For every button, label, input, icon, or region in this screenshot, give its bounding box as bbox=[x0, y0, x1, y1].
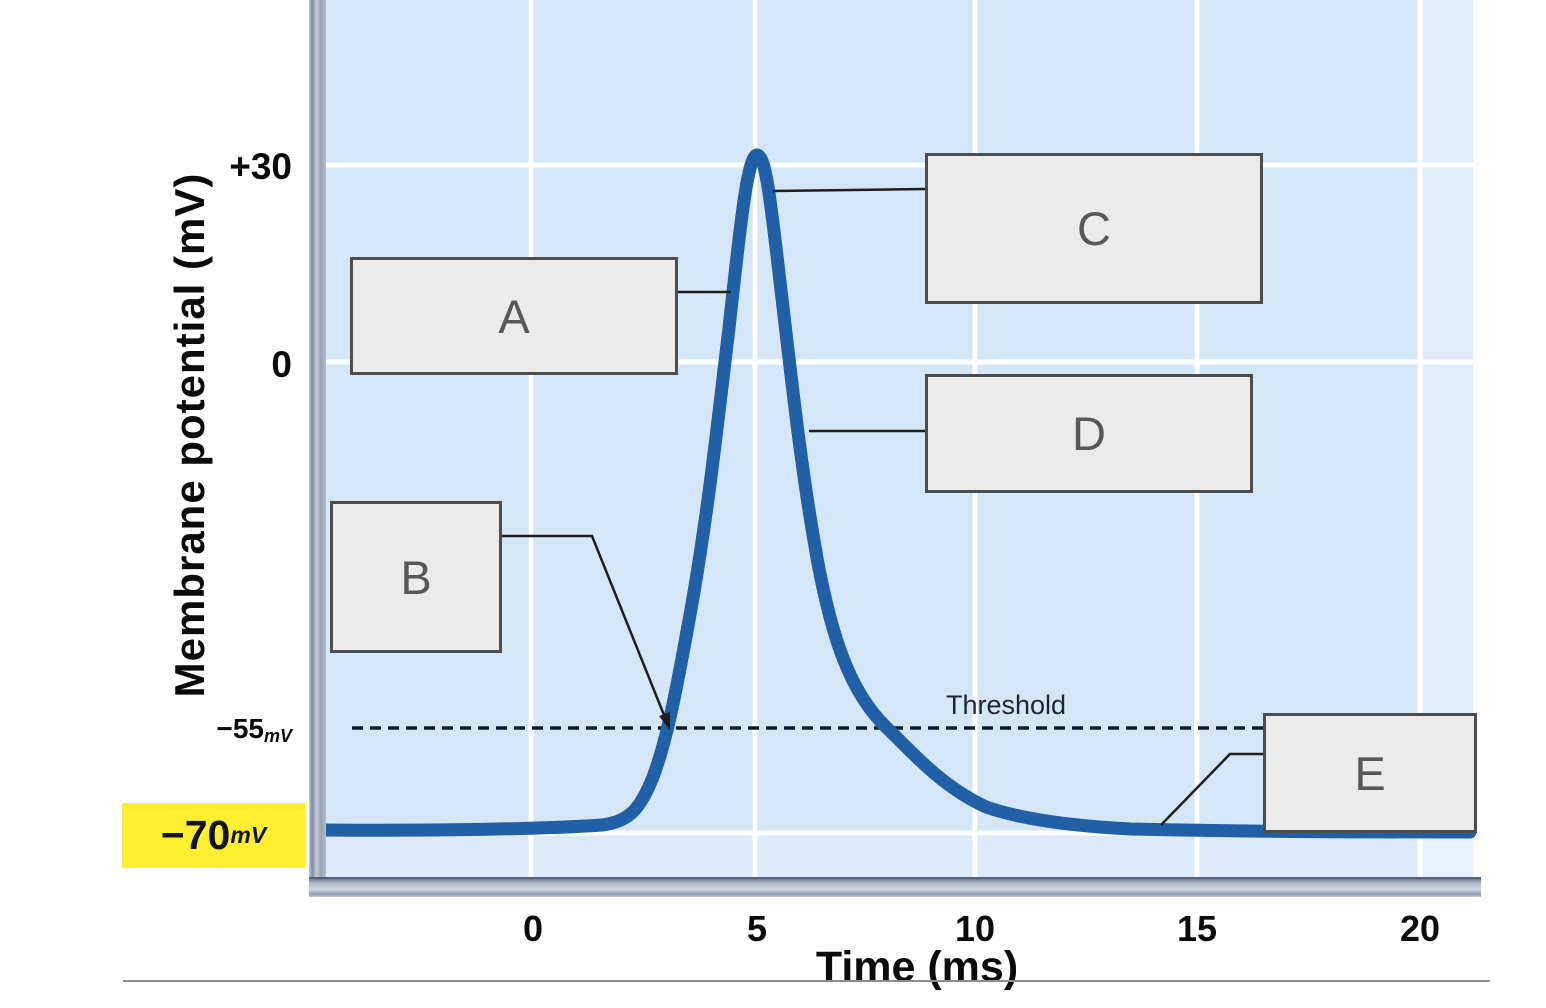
callout-box-e[interactable]: E bbox=[1263, 713, 1477, 833]
x-tick-10: 10 bbox=[954, 908, 996, 949]
membrane-potential-curve bbox=[318, 148, 1477, 839]
threshold-label: Threshold bbox=[946, 690, 1067, 720]
plot-frame-bottom bbox=[309, 878, 1481, 897]
leader-b bbox=[502, 534, 666, 716]
leader-e bbox=[1160, 752, 1263, 826]
y-axis-title: Membrane potential (mV) bbox=[166, 172, 213, 698]
x-tick-0: 0 bbox=[522, 908, 544, 949]
plot-background-light-band bbox=[326, 833, 1473, 878]
leader-c bbox=[772, 187, 926, 193]
resting-value: −70 bbox=[160, 812, 231, 858]
x-tick-15: 15 bbox=[1176, 908, 1218, 949]
y-tick-minus55: −55mV bbox=[170, 713, 292, 747]
y-tick-plus30: +30 bbox=[229, 146, 292, 187]
callout-letter-c: C bbox=[1077, 202, 1111, 255]
callout-letter-d: D bbox=[1072, 407, 1106, 460]
page-divider-rule bbox=[123, 980, 1490, 982]
callout-letter-a: A bbox=[498, 289, 530, 343]
x-tick-5: 5 bbox=[746, 908, 768, 949]
x-tick-20: 20 bbox=[1399, 908, 1441, 949]
resting-unit: mV bbox=[230, 822, 267, 848]
y-tick-minus55-value: −55 bbox=[216, 713, 264, 744]
y-tick-zero: 0 bbox=[271, 344, 292, 385]
plot-frame-left bbox=[309, 0, 326, 897]
x-axis-title: Time (ms) bbox=[815, 943, 1019, 991]
callout-box-b[interactable]: B bbox=[330, 501, 502, 653]
callout-box-c[interactable]: C bbox=[925, 153, 1263, 304]
callout-letter-e: E bbox=[1354, 746, 1386, 800]
callout-box-d[interactable]: D bbox=[925, 374, 1253, 493]
resting-potential-tag: −70 mV bbox=[122, 803, 305, 868]
callout-letter-b: B bbox=[400, 550, 432, 604]
y-tick-minus55-unit: mV bbox=[263, 726, 292, 746]
callout-leader-lines bbox=[502, 187, 1263, 826]
callout-box-a[interactable]: A bbox=[350, 257, 678, 375]
leader-b-arrowhead bbox=[659, 712, 670, 730]
